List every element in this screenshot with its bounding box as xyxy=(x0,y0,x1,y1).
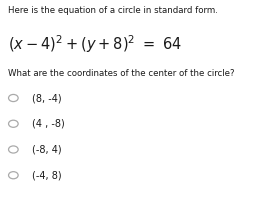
Text: (4 , -8): (4 , -8) xyxy=(32,119,65,129)
Text: (-8, 4): (-8, 4) xyxy=(32,145,62,154)
Text: (-4, 8): (-4, 8) xyxy=(32,170,62,180)
Text: $(x - 4)^2 + (y + 8)^2 \ = \ 64$: $(x - 4)^2 + (y + 8)^2 \ = \ 64$ xyxy=(8,34,182,55)
Text: What are the coordinates of the center of the circle?: What are the coordinates of the center o… xyxy=(8,69,234,78)
Text: (8, -4): (8, -4) xyxy=(32,93,62,103)
Text: Here is the equation of a circle in standard form.: Here is the equation of a circle in stan… xyxy=(8,6,218,15)
